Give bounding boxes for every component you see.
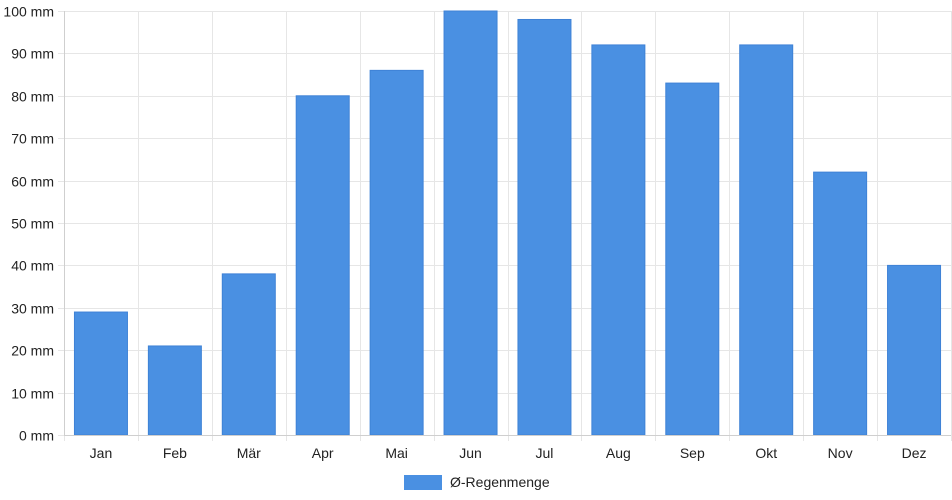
y-tick-label: 90 mm [11, 46, 54, 62]
bars [73, 10, 942, 436]
x-tick-label: Okt [755, 445, 777, 461]
axes [64, 11, 951, 436]
bar-sep[interactable] [665, 82, 720, 436]
y-tick-label: 20 mm [11, 343, 54, 359]
bar-apr[interactable] [295, 95, 350, 436]
y-tick-label: 50 mm [11, 216, 54, 232]
bar-aug[interactable] [591, 44, 646, 436]
bar-jan[interactable] [73, 311, 128, 436]
y-tick-label: 0 mm [19, 428, 54, 444]
y-tick-label: 10 mm [11, 386, 54, 402]
bar-jun[interactable] [443, 10, 498, 436]
y-tick-label: 30 mm [11, 301, 54, 317]
legend[interactable]: Ø-Regenmenge [404, 474, 550, 490]
y-tick-labels: 0 mm 10 mm 20 mm 30 mm 40 mm 50 mm 60 mm 70 mm 8… [3, 4, 54, 444]
x-tick-label: Mai [385, 445, 408, 461]
x-tick-label: Apr [312, 445, 334, 461]
x-tick-label: Mär [237, 445, 261, 461]
y-tick-label: 60 mm [11, 174, 54, 190]
y-tick-label: 80 mm [11, 89, 54, 105]
x-tick-label: Aug [606, 445, 631, 461]
legend-swatch[interactable] [404, 475, 442, 490]
bar-okt[interactable] [739, 44, 794, 436]
bar-dez[interactable] [887, 264, 942, 436]
x-tick-label: Feb [163, 445, 187, 461]
x-tick-label: Jul [536, 445, 554, 461]
y-tick-label: 70 mm [11, 131, 54, 147]
x-tick-labels: Jan Feb Mär Apr Mai Jun Jul Aug Sep Okt Nov Dez [90, 445, 927, 461]
x-tick-label: Dez [902, 445, 927, 461]
bar-feb[interactable] [147, 345, 202, 436]
x-tick-label: Nov [828, 445, 853, 461]
bar-mai[interactable] [369, 69, 424, 436]
x-tick-label: Jun [459, 445, 482, 461]
bar-mär[interactable] [221, 273, 276, 436]
x-tick-label: Jan [90, 445, 113, 461]
bar-jul[interactable] [517, 18, 572, 436]
y-tick-label: 40 mm [11, 258, 54, 274]
x-tick-label: Sep [680, 445, 705, 461]
bar-nov[interactable] [813, 171, 868, 436]
legend-label[interactable]: Ø-Regenmenge [450, 474, 550, 490]
y-tick-label: 100 mm [3, 4, 54, 20]
